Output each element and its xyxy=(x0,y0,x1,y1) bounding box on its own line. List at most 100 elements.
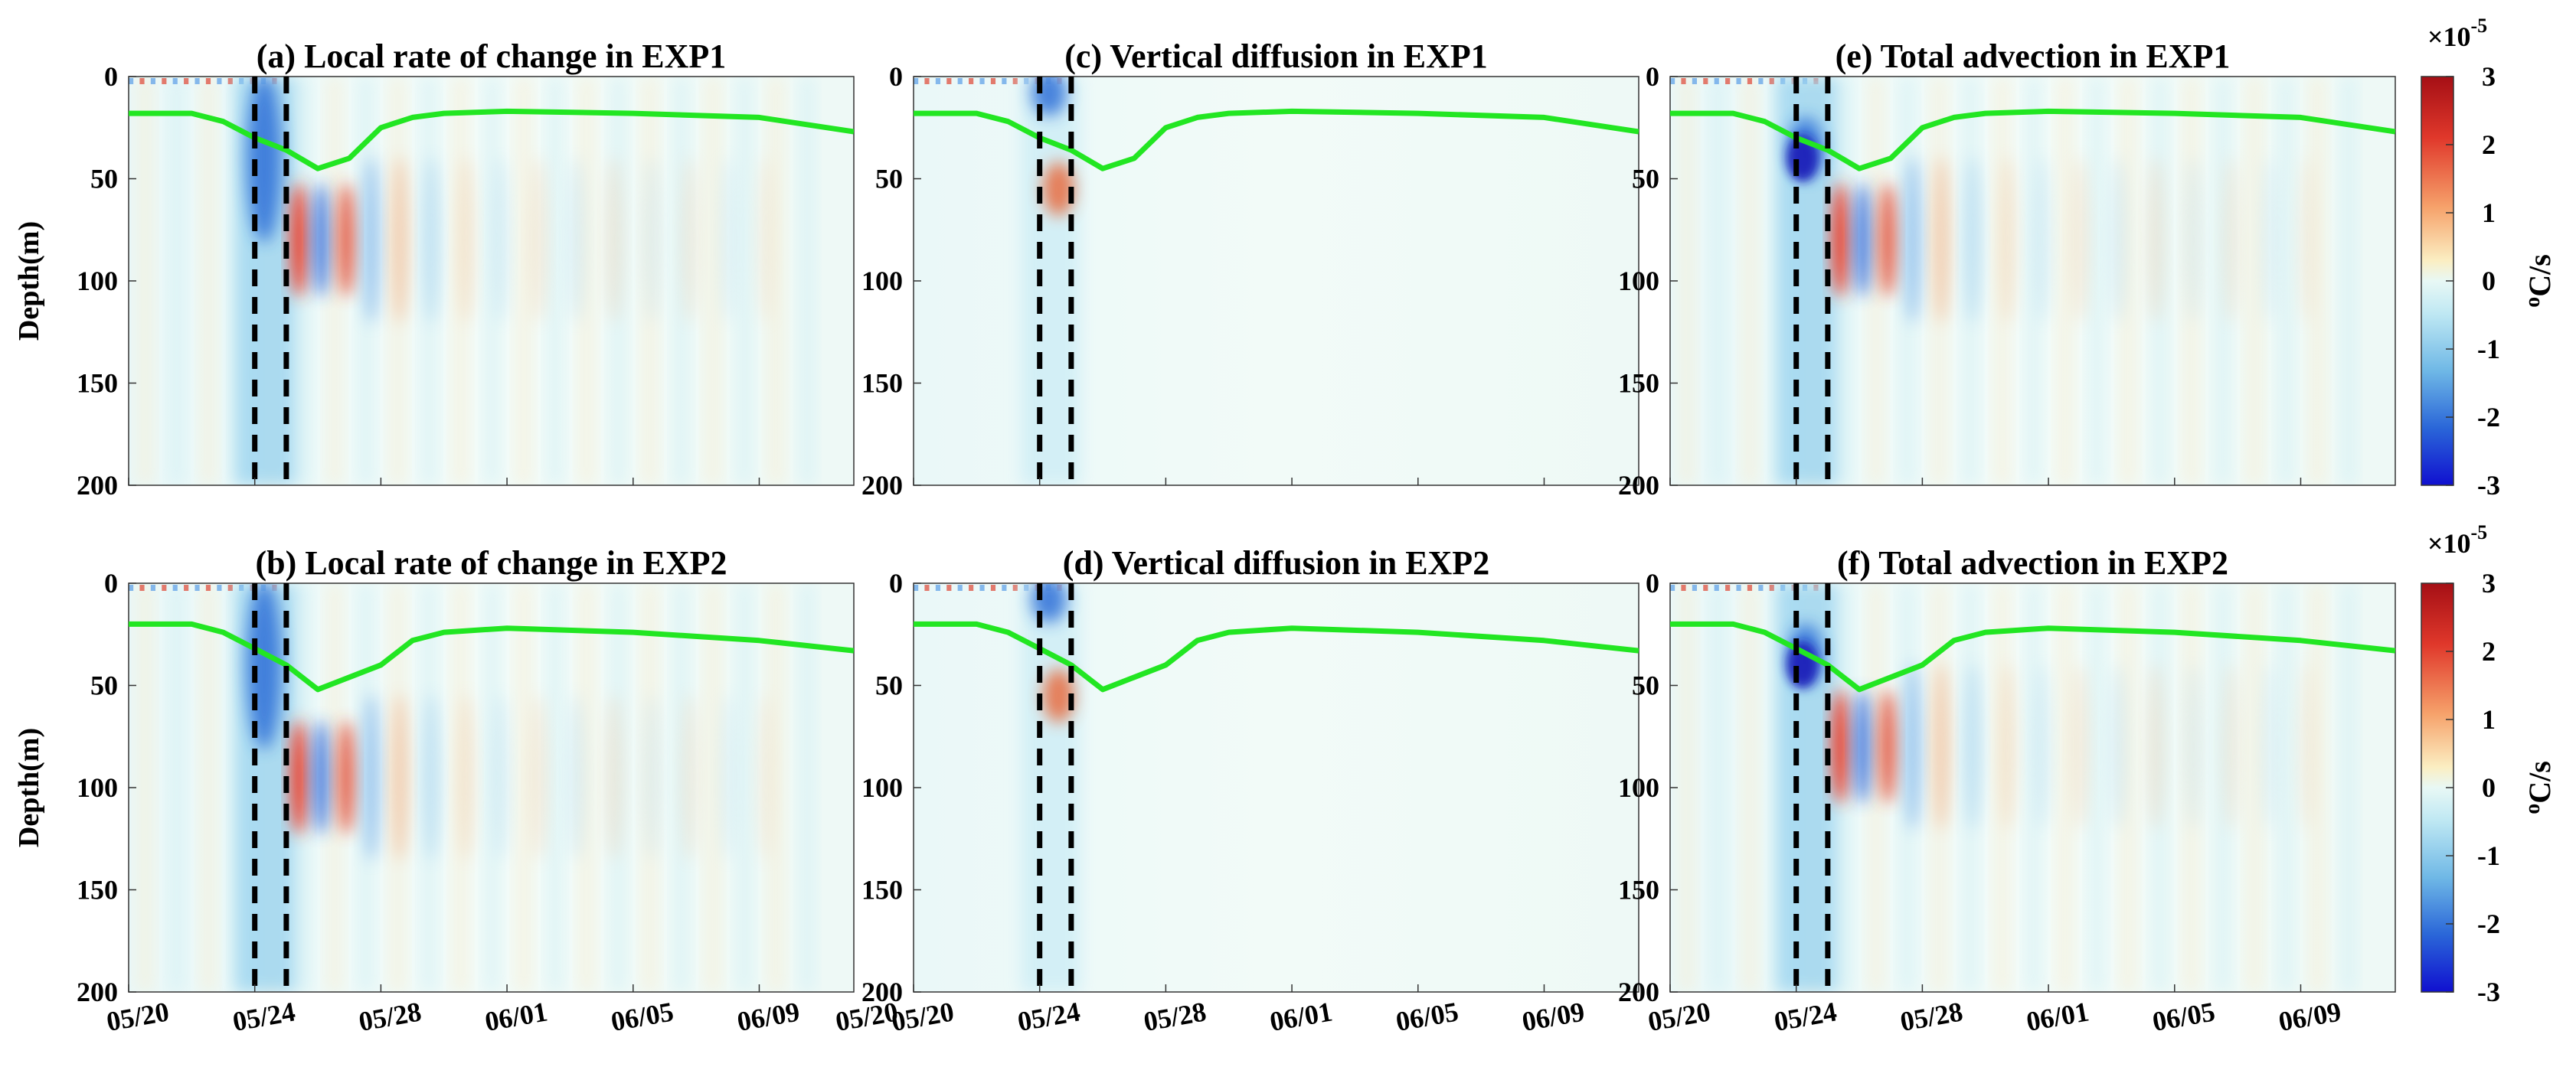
oscillation-stripe xyxy=(422,155,440,325)
background-band xyxy=(2278,583,2293,992)
oscillation-stripe xyxy=(457,155,476,325)
surface-strip xyxy=(914,78,919,84)
oscillation-stripe xyxy=(2146,155,2165,325)
oscillation-stripe xyxy=(2260,662,2278,831)
background-band xyxy=(1742,583,1757,992)
colorbar-top-ticks: 3 2 1 0 -1 -2 -3 xyxy=(2446,61,2500,501)
colorbar-tick-label: -2 xyxy=(2477,909,2500,939)
heatmap-field xyxy=(1670,77,2356,485)
background-band xyxy=(1868,583,1883,992)
y-tick-label: 200 xyxy=(1618,977,1659,1007)
background-band xyxy=(201,77,216,485)
oscillation-stripe xyxy=(391,693,409,862)
surface-strip xyxy=(1681,78,1686,84)
colorbar-bottom-ticks: 3 2 1 0 -1 -2 -3 xyxy=(2446,568,2500,1007)
y-tick-label: 0 xyxy=(104,61,118,92)
surface-strip xyxy=(1002,78,1007,84)
oscillation-stripe xyxy=(757,693,775,862)
oscillation-stripe xyxy=(2033,155,2051,325)
oscillation-stripe xyxy=(1831,689,1849,804)
x-tick-label: 05/28 xyxy=(1898,996,1965,1037)
panel-4: 0 50 100 150 200 (b) Local rate of change in … xyxy=(13,544,855,1007)
colorbar-tick-label: -1 xyxy=(2477,840,2500,871)
background-band xyxy=(2120,77,2136,485)
oscillation-stripe xyxy=(1904,155,1922,325)
oscillation-stripe xyxy=(289,182,308,298)
oscillation-stripe xyxy=(2298,662,2316,831)
x-tick-label: 06/05 xyxy=(2150,996,2218,1037)
panel-1: 0 50 100 150 200 (a) Local rate of change in … xyxy=(13,38,855,501)
oscillation-stripe xyxy=(337,719,355,835)
oscillation-stripe xyxy=(642,155,662,325)
oscillation-stripe xyxy=(2033,662,2051,831)
surface-strip xyxy=(1670,585,1675,591)
background-band xyxy=(2342,77,2356,485)
oscillation-stripe xyxy=(1932,155,1950,325)
mixed-layer-depth-line xyxy=(1670,108,2395,171)
oscillation-stripe xyxy=(1932,662,1950,831)
mixed-layer-depth-line xyxy=(914,621,1639,693)
background-band xyxy=(2342,583,2356,992)
surface-strip xyxy=(914,585,919,591)
surface-strip xyxy=(1670,78,1675,84)
colorbar-bottom-label: oC/s xyxy=(2521,761,2557,814)
surface-strip xyxy=(162,78,167,84)
y-tick-label: 100 xyxy=(77,266,118,296)
surface-strip xyxy=(150,78,155,84)
background-band xyxy=(2058,77,2072,485)
oscillation-stripe xyxy=(391,155,409,325)
surface-strip xyxy=(1012,78,1018,84)
surface-strip xyxy=(129,585,134,591)
surface-strip xyxy=(217,585,222,591)
background-band xyxy=(800,583,815,992)
surface-strip xyxy=(924,78,930,84)
surface-strip xyxy=(1736,78,1741,84)
oscillation-stripe xyxy=(1853,182,1872,298)
surface-strip xyxy=(946,585,952,591)
background-band xyxy=(516,77,531,485)
y-tick-label: 100 xyxy=(1618,772,1659,803)
surface-strip xyxy=(162,585,167,591)
oscillation-stripe xyxy=(605,155,623,325)
panel-6: 0 50 100 150 200 (f) Total advection in EXP2 xyxy=(1618,544,2396,1007)
colorbar-tick-label: 3 xyxy=(2482,61,2496,92)
oscillation-stripe xyxy=(1963,155,1982,325)
surface-strip xyxy=(1758,585,1764,591)
x-tick-label: 05/24 xyxy=(230,996,298,1037)
y-tick-label: 150 xyxy=(861,368,903,399)
colorbar-bottom-multiplier: ×10-5 xyxy=(2427,521,2487,559)
surface-strip xyxy=(1012,585,1018,591)
colorbar-bottom: 3 2 1 0 -1 -2 -3 ×10-5 oC/s xyxy=(2421,521,2557,1007)
surface-strip xyxy=(227,585,233,591)
surface-strip xyxy=(1736,585,1741,591)
surface-strip xyxy=(1002,585,1007,591)
background-band xyxy=(1679,583,1694,992)
background-band xyxy=(2278,77,2293,485)
background-band xyxy=(768,583,783,992)
panel-title: (f) Total advection in EXP2 xyxy=(1837,544,2228,582)
mixed-layer-depth-line xyxy=(129,108,854,171)
y-tick-label: 0 xyxy=(104,568,118,599)
surface-strip xyxy=(1703,585,1708,591)
mixed-layer-depth-line xyxy=(129,621,854,693)
mixed-layer-depth-line xyxy=(914,108,1639,171)
background-band xyxy=(737,583,752,992)
oscillation-stripe xyxy=(1853,689,1872,804)
oscillation-stripe xyxy=(312,719,330,835)
surface-strip xyxy=(1769,585,1774,591)
oscillation-stripe xyxy=(1963,662,1982,831)
y-tick-label: 50 xyxy=(1632,671,1659,701)
background-band xyxy=(1742,77,1757,485)
oscillation-stripe xyxy=(2184,155,2203,325)
surface-strip xyxy=(195,585,200,591)
surface-strip xyxy=(1714,78,1719,84)
background-band xyxy=(169,77,185,485)
surface-strip xyxy=(1747,78,1753,84)
y-tick-label: 150 xyxy=(861,875,903,905)
heatmap-field xyxy=(129,583,815,992)
background-band xyxy=(737,77,752,485)
x-tick-label: 05/20 xyxy=(833,996,901,1037)
panel-title: (e) Total advection in EXP1 xyxy=(1836,38,2231,75)
background-band xyxy=(1679,77,1694,485)
colorbar-tick-label: -1 xyxy=(2477,334,2500,364)
